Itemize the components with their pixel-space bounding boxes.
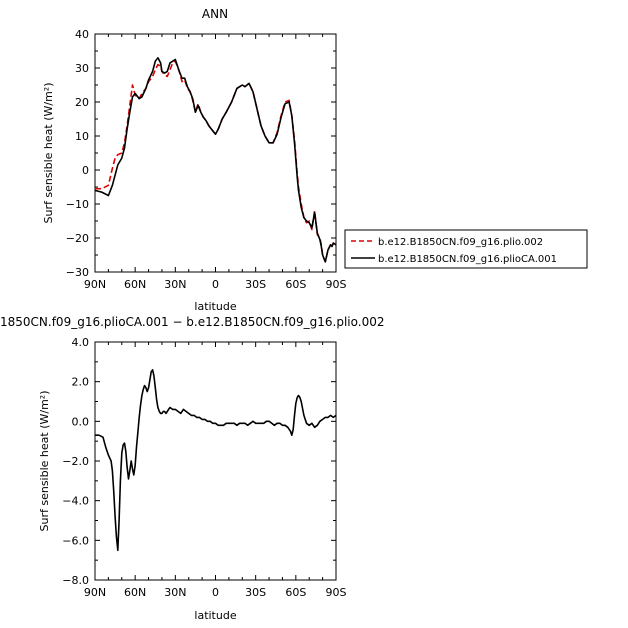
x-tick-label: 30S bbox=[245, 278, 266, 291]
legend-box bbox=[344, 229, 588, 269]
series-line-2 bbox=[95, 56, 336, 263]
y-tick-label: −6.0 bbox=[62, 534, 89, 547]
y-axis-label: Surf sensible heat (W/m²) bbox=[38, 391, 51, 532]
y-tick-label: 0 bbox=[82, 164, 89, 177]
y-tick-label: 30 bbox=[75, 62, 89, 75]
x-tick-label: 60S bbox=[285, 278, 306, 291]
x-tick-label: 60S bbox=[285, 586, 306, 599]
y-tick-label: 10 bbox=[75, 130, 89, 143]
y-tick-label: −2.0 bbox=[62, 455, 89, 468]
x-tick-label: 0 bbox=[212, 278, 219, 291]
y-axis-label: Surf sensible heat (W/m²) bbox=[42, 83, 55, 224]
y-tick-label: −20 bbox=[66, 232, 89, 245]
y-tick-label: 4.0 bbox=[72, 336, 90, 349]
series-line-1 bbox=[95, 60, 336, 263]
x-tick-label: 90S bbox=[326, 278, 347, 291]
x-tick-label: 0 bbox=[212, 586, 219, 599]
y-tick-label: 0.0 bbox=[72, 415, 90, 428]
chart-title: ANN bbox=[202, 7, 228, 21]
x-tick-label: 30S bbox=[245, 586, 266, 599]
chart-panel-1: ANN 90N 60N 30N 0 30S 60S 90S −30 −20 −10 0 10 20 30 40… bbox=[42, 7, 588, 313]
x-tick-label: 60N bbox=[124, 278, 146, 291]
y-tick-label: −4.0 bbox=[62, 495, 89, 508]
y-tick-label: −10 bbox=[66, 198, 89, 211]
x-axis-label: latitude bbox=[194, 300, 236, 313]
x-tick-label: 90S bbox=[326, 586, 347, 599]
x-tick-label: 30N bbox=[164, 586, 186, 599]
plot-frame bbox=[94, 33, 337, 273]
x-tick-label: 60N bbox=[124, 586, 146, 599]
x-axis-label: latitude bbox=[194, 609, 236, 622]
chart-panel-2: 1850CN.f09_g16.plioCA.001 − b.e12.B1850C… bbox=[0, 315, 384, 622]
chart-title: 1850CN.f09_g16.plioCA.001 − b.e12.B1850C… bbox=[0, 315, 384, 329]
y-tick-label: 2.0 bbox=[72, 376, 90, 389]
legend-entry-1: b.e12.B1850CN.f09_g16.plio.002 bbox=[378, 237, 543, 248]
x-tick-label: 90N bbox=[84, 278, 106, 291]
x-tick-label: 90N bbox=[84, 586, 106, 599]
legend: b.e12.B1850CN.f09_g16.plio.002 b.e12.B185… bbox=[344, 229, 588, 269]
y-tick-label: 40 bbox=[75, 28, 89, 41]
y-tick-label: −8.0 bbox=[62, 574, 89, 587]
x-tick-label: 30N bbox=[164, 278, 186, 291]
series-line-1 bbox=[95, 368, 336, 552]
legend-entry-2: b.e12.B1850CN.f09_g16.plioCA.001 bbox=[378, 254, 557, 265]
y-tick-label: 20 bbox=[75, 96, 89, 109]
y-tick-label: −30 bbox=[66, 266, 89, 279]
